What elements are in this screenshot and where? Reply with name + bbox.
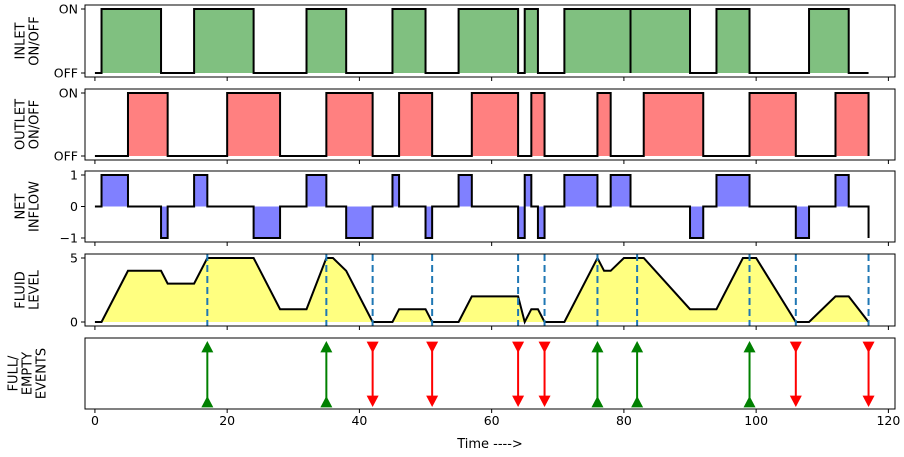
y-axis-label: EMPTY: [21, 352, 36, 395]
x-tick-label: 60: [484, 413, 500, 428]
y-axis-label: ON/OFF: [28, 16, 43, 66]
empty-event-marker-top: [538, 341, 551, 353]
y-tick-label: −1: [60, 231, 78, 246]
y-axis-label: INLET: [14, 22, 29, 59]
full-event-marker-top: [743, 341, 756, 353]
on-interval-4: [399, 93, 433, 156]
fluid-level-line: [94, 255, 870, 325]
empty-event-marker-top: [512, 341, 525, 353]
empty-event-marker-bottom: [538, 395, 551, 407]
y-tick-label: 0: [70, 315, 78, 330]
y-axis-label: ON/OFF: [28, 100, 43, 150]
panel-frame-5: [84, 337, 896, 410]
y-tick-label: OFF: [54, 66, 78, 81]
y-axis-label: EVENTS: [35, 348, 50, 399]
on-interval-3: [326, 93, 373, 156]
on-interval-5: [471, 93, 519, 156]
on-interval-2: [194, 9, 254, 73]
on-interval-1: [127, 93, 168, 156]
on-interval-10: [835, 93, 869, 156]
empty-event-marker-bottom: [426, 395, 439, 407]
y-axis-label: INFLOW: [28, 181, 43, 232]
on-interval-6: [531, 93, 545, 156]
empty-event-marker-top: [789, 341, 802, 353]
x-tick-label: 0: [91, 413, 99, 428]
on-interval-8: [643, 93, 704, 156]
on-interval-3: [306, 9, 347, 73]
y-axis-label: LEVEL: [28, 269, 43, 310]
x-tick-label: 120: [876, 413, 900, 428]
empty-event-marker-bottom: [789, 395, 802, 407]
full-event-marker-bottom: [591, 396, 604, 408]
net-inflow-line: [94, 174, 870, 239]
y-tick-label: OFF: [54, 149, 78, 164]
full-event-marker-top: [201, 341, 214, 353]
full-event-marker-top: [591, 341, 604, 353]
on-interval-1: [101, 9, 162, 73]
on-interval-2: [227, 93, 281, 156]
on-interval-7: [597, 93, 611, 156]
full-event-marker-top: [320, 341, 333, 353]
empty-event-marker-top: [426, 341, 439, 353]
empty-event-marker-bottom: [512, 395, 525, 407]
full-event-marker-bottom: [201, 396, 214, 408]
empty-event-marker-bottom: [862, 395, 875, 407]
on-interval-10: [809, 9, 849, 73]
empty-event-marker-top: [366, 341, 379, 353]
on-interval-8: [630, 9, 691, 73]
y-axis-label: FLUID: [14, 271, 29, 308]
y-axis-label: OUTLET: [14, 99, 29, 150]
panel-frame-4: [84, 253, 896, 327]
full-event-marker-bottom: [743, 396, 756, 408]
fluid-level-area: [94, 258, 869, 322]
on-interval-9: [749, 93, 796, 156]
y-tick-label: 0: [70, 199, 78, 214]
full-event-marker-top: [631, 341, 644, 353]
x-tick-label: 80: [616, 413, 632, 428]
y-tick-label: 1: [70, 168, 78, 183]
y-tick-label: ON: [59, 86, 78, 101]
on-interval-6: [524, 9, 538, 73]
x-axis-label: Time ---->: [456, 437, 523, 452]
empty-event-marker-top: [862, 341, 875, 353]
x-tick-label: 20: [219, 413, 235, 428]
on-interval-7: [564, 9, 631, 73]
x-tick-label: 40: [351, 413, 367, 428]
on-interval-4: [392, 9, 426, 73]
x-tick-label: 100: [744, 413, 768, 428]
state-line: [94, 92, 870, 157]
state-line: [94, 8, 869, 74]
y-axis-label: FULL/: [7, 355, 22, 391]
panel-frame-2: [84, 88, 896, 161]
full-event-marker-bottom: [320, 396, 333, 408]
on-interval-5: [458, 9, 519, 73]
empty-event-marker-bottom: [366, 395, 379, 407]
y-axis-label: NET: [14, 194, 29, 220]
y-tick-label: ON: [59, 2, 78, 17]
panel-frame-1: [84, 4, 896, 78]
y-tick-label: 5: [70, 251, 78, 266]
full-event-marker-bottom: [631, 396, 644, 408]
on-interval-9: [716, 9, 750, 73]
